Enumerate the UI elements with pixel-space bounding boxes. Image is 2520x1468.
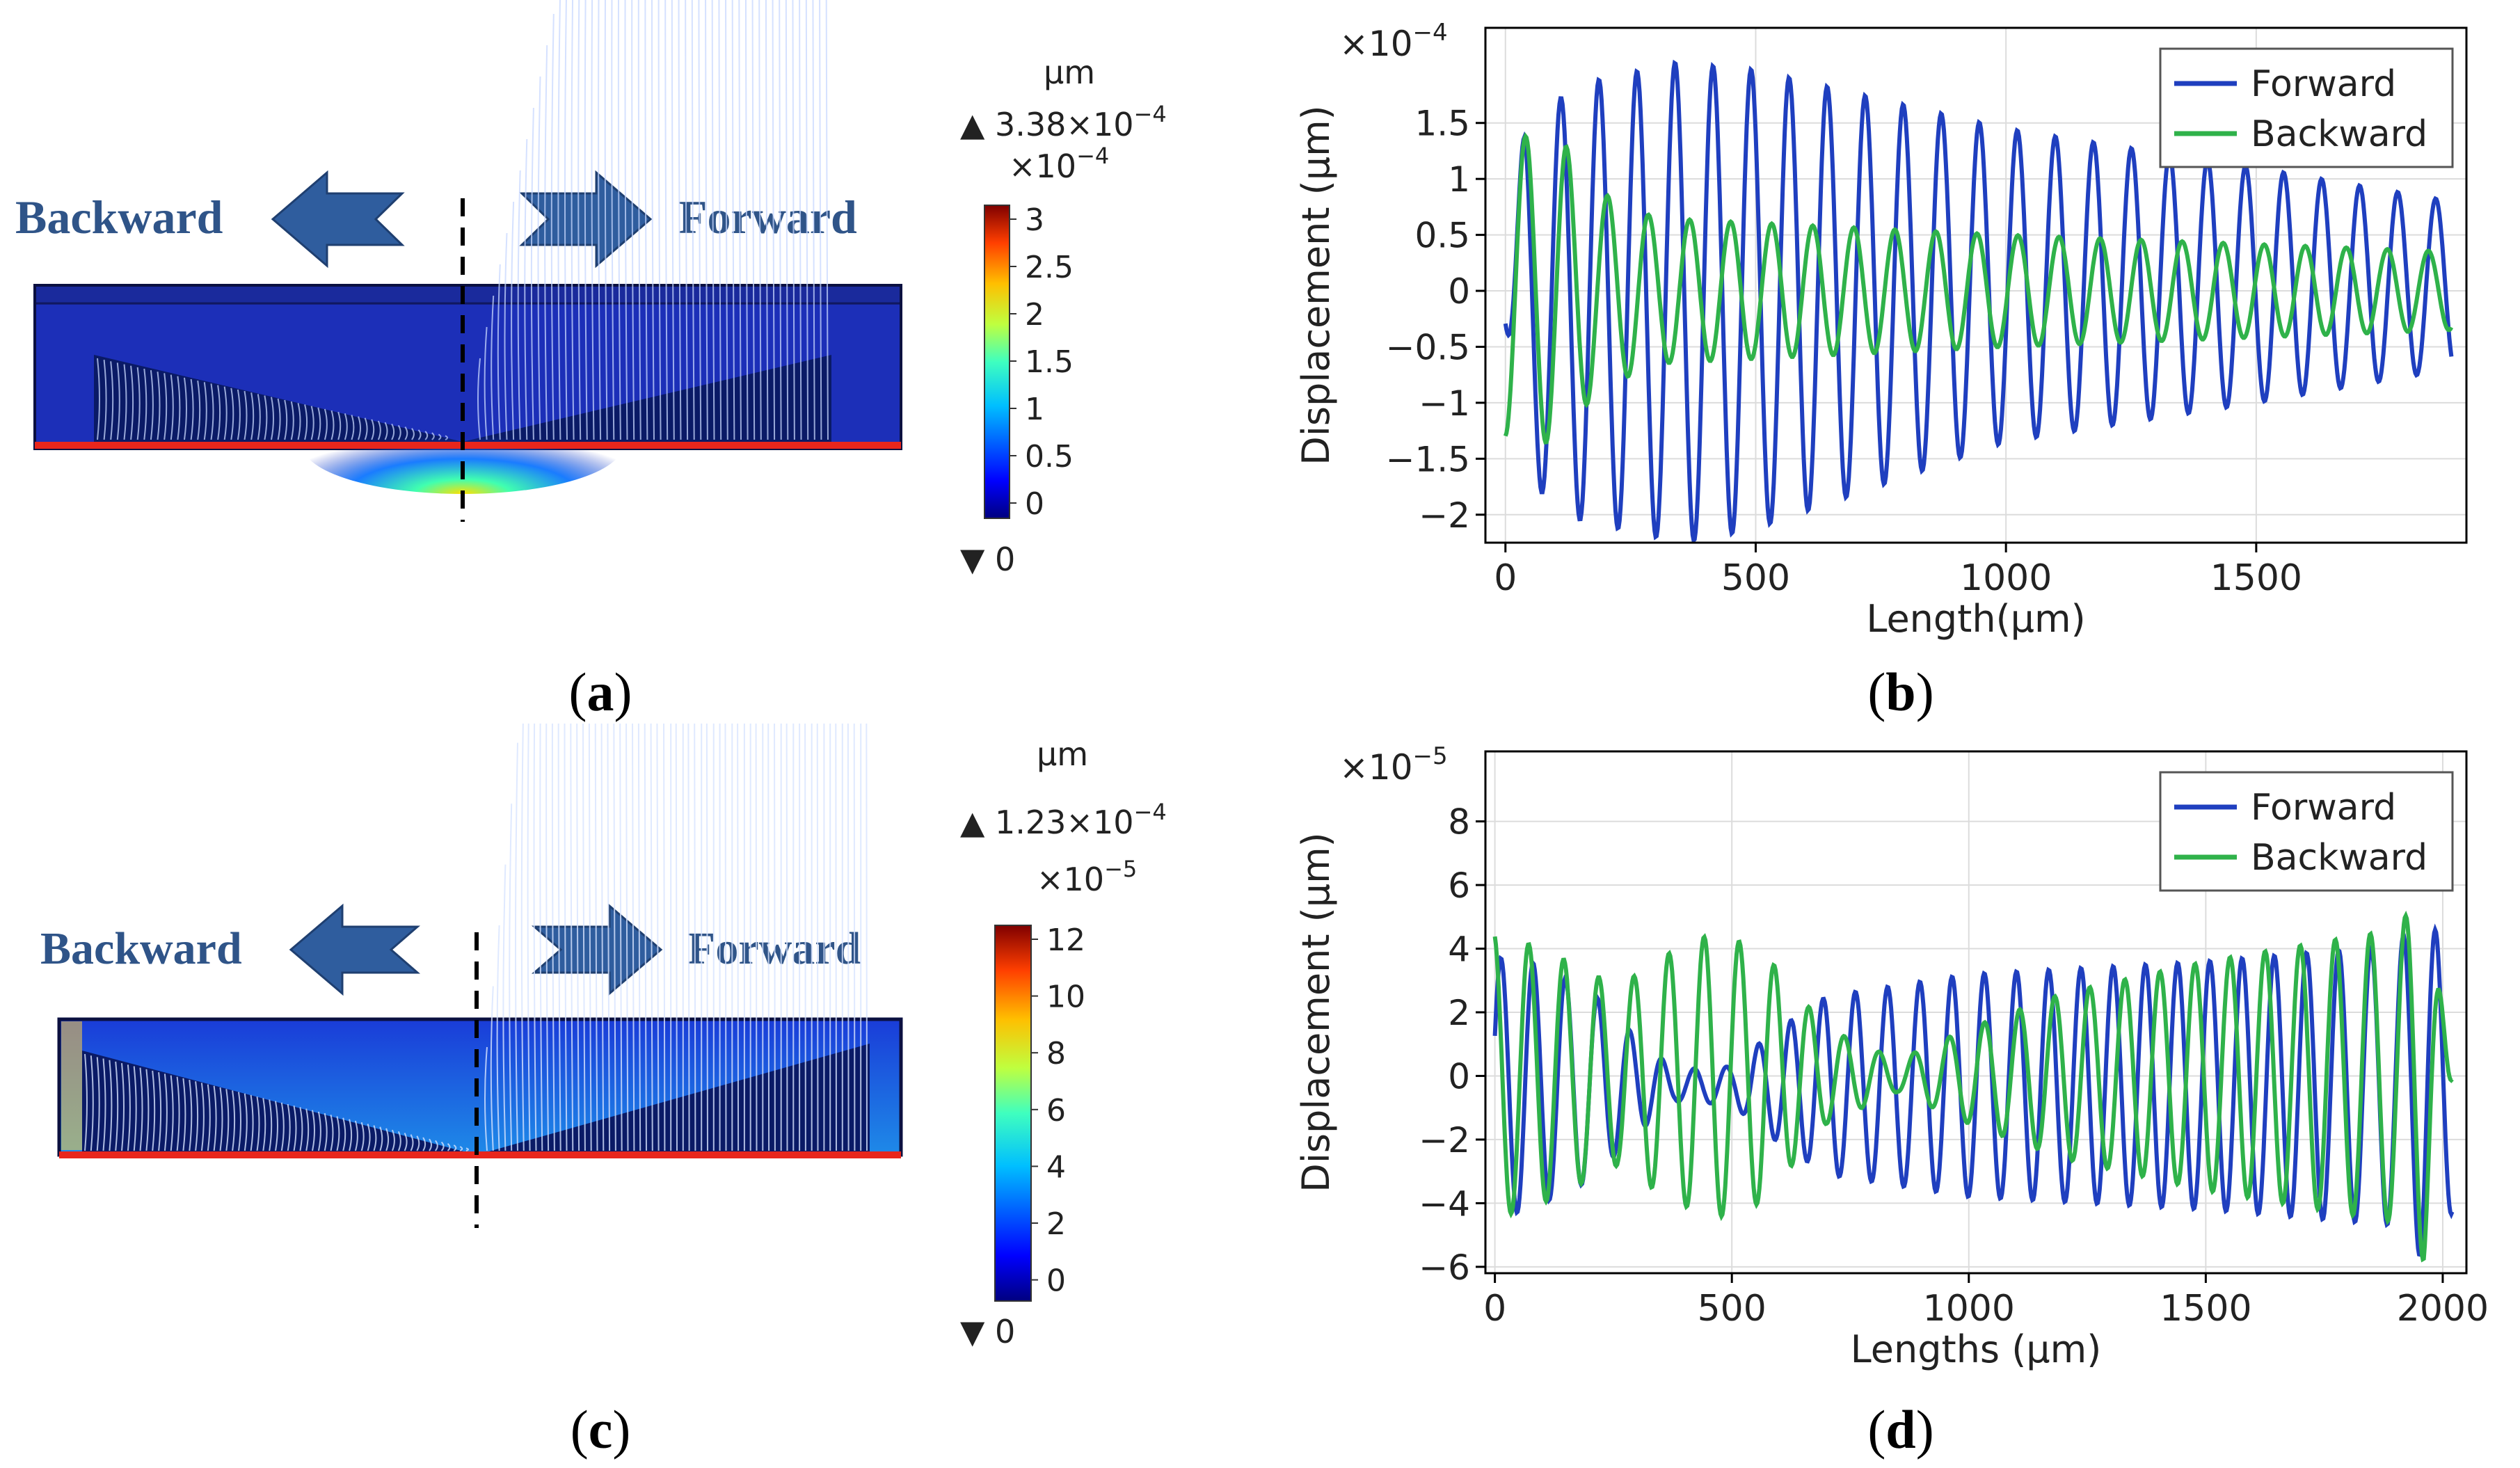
subfigure-label-a: (a) <box>568 662 632 722</box>
panel-a-figure: Backward Forward µm ▲ 3.38×10−4 <box>15 0 1167 578</box>
y-tick-label: −0.5 <box>1386 327 1470 367</box>
y-axis-label: Displacement (µm) <box>1294 832 1338 1192</box>
colorbar-tick-label: 2 <box>1046 1206 1066 1242</box>
backward-label: Backward <box>40 923 242 974</box>
colorbar-tick-label: 8 <box>1046 1036 1066 1071</box>
x-tick-label: 1500 <box>2210 557 2302 599</box>
y-tick-label: −1.5 <box>1386 439 1470 479</box>
y-tick-label: −6 <box>1419 1247 1470 1288</box>
legend-entry: Backward <box>2251 837 2427 879</box>
x-tick-label: 0 <box>1494 557 1517 599</box>
colorbar-min: ▼ 0 <box>960 541 1015 578</box>
colorbar-tick-label: 1 <box>1025 392 1044 427</box>
colorbar-unit: µm <box>1037 735 1088 773</box>
y-tick-label: 1.5 <box>1414 104 1470 144</box>
chart-b: 0 500 1000 1500 −2 −1.5 −1 −0.5 0 0.5 1 1.5 Length(µ… <box>1294 19 2468 641</box>
colorbar-tick-label: 2 <box>1025 297 1044 333</box>
simulation-field-a <box>33 0 902 494</box>
colorbar-tick-label: 10 <box>1046 980 1085 1015</box>
x-tick-label: 2000 <box>2397 1288 2489 1330</box>
panel-d: 0 500 1000 1500 2000 −6 −4 −2 0 2 4 6 8 Lengths (µm) D… <box>1245 724 2520 1391</box>
backward-arrow-icon <box>289 903 421 996</box>
backward-label: Backward <box>15 191 223 244</box>
x-tick-label: 1000 <box>1923 1288 2015 1330</box>
colorbar-tick-label: 3 <box>1025 202 1044 238</box>
colorbar-max: ▲ 3.38×10−4 <box>960 101 1167 143</box>
panel-c-figure: Backward Forward µm ▲ 1.23×10−4 ×10−5 12… <box>40 0 1167 1350</box>
y-tick-label: −1 <box>1419 383 1470 424</box>
colorbar-tick-label: 0.5 <box>1025 439 1074 474</box>
y-tick-label: 4 <box>1448 930 1470 970</box>
forward-arrow-icon <box>519 170 653 269</box>
x-tick-label: 1000 <box>1960 557 2052 599</box>
y-tick-label: 0.5 <box>1414 216 1470 256</box>
y-tick-label: 6 <box>1448 865 1470 906</box>
legend-entry: Backward <box>2251 113 2427 155</box>
colorbar-max: ▲ 1.23×10−4 <box>960 799 1167 841</box>
colorbar-scale: ×10−5 <box>1037 856 1137 898</box>
x-tick-label: 500 <box>1721 557 1790 599</box>
series-line-backward <box>1503 132 2454 445</box>
colorbar-min: ▼ 0 <box>960 1313 1015 1350</box>
backward-arrow-icon <box>271 170 405 269</box>
plot-frame <box>1484 26 2468 544</box>
x-axis-label: Length(µm) <box>1866 597 2085 641</box>
colorbar-tick-label: 12 <box>1046 923 1085 958</box>
colorbar-tick-label: 6 <box>1046 1093 1066 1128</box>
colorbar-tick-label: 0 <box>1025 486 1044 522</box>
colorbar-unit: µm <box>1044 54 1095 91</box>
legend-entry: Forward <box>2251 787 2396 829</box>
y-multiplier: ×10−5 <box>1339 742 1448 788</box>
y-tick-label: 1 <box>1448 159 1470 200</box>
series-line-backward <box>1492 910 2454 1263</box>
x-tick-label: 0 <box>1483 1288 1506 1330</box>
forward-label: Forward <box>678 191 857 244</box>
colorbar-scale: ×10−4 <box>1009 143 1109 185</box>
y-tick-label: 8 <box>1448 802 1470 843</box>
subfigure-label-c: (c) <box>570 1399 631 1460</box>
y-tick-label: −2 <box>1419 1120 1470 1160</box>
x-tick-label: 1500 <box>2160 1288 2251 1330</box>
x-tick-label: 500 <box>1698 1288 1767 1330</box>
y-axis-label: Displacement (µm) <box>1294 105 1338 465</box>
y-tick-label: −4 <box>1419 1183 1470 1224</box>
series-line-forward <box>1492 923 2455 1257</box>
legend: Forward Backward <box>2159 771 2454 892</box>
colorbar-tick-label: 0 <box>1046 1263 1066 1299</box>
legend: Forward Backward <box>2159 47 2454 168</box>
panel-c: Backward Forward µm ▲ 1.23×10−4 ×10−5 12… <box>0 0 1225 1350</box>
y-tick-label: 0 <box>1448 271 1470 312</box>
y-multiplier: ×10−4 <box>1339 19 1448 64</box>
colorbar-tick-label: 2.5 <box>1025 250 1074 285</box>
colorbar-tick-label: 4 <box>1046 1149 1066 1185</box>
panel-a: Backward Forward µm ▲ 3.38×10−4 <box>0 0 1225 626</box>
chart-d: 0 500 1000 1500 2000 −6 −4 −2 0 2 4 6 8 Lengths (µm) D… <box>1294 742 2489 1371</box>
colorbar-tick-label: 1.5 <box>1025 344 1074 380</box>
subfigure-label-d: (d) <box>1867 1399 1934 1460</box>
colorbar-c: µm ▲ 1.23×10−4 ×10−5 12 10 8 6 4 2 0 ▼ 0 <box>960 735 1167 1350</box>
colorbar-a: µm ▲ 3.38×10−4 ×10−4 3 2.5 2 1.5 1 0.5 0 ▼ 0 <box>960 54 1167 578</box>
y-tick-label: −2 <box>1419 495 1470 536</box>
panel-b: 0 500 1000 1500 −2 −1.5 −1 −0.5 0 0.5 1 1.5 Length(µ… <box>1245 0 2520 661</box>
y-tick-label: 0 <box>1448 1056 1470 1096</box>
x-axis-label: Lengths (µm) <box>1851 1327 2102 1371</box>
subfigure-label-b: (b) <box>1867 662 1934 722</box>
y-tick-label: 2 <box>1448 993 1470 1033</box>
legend-entry: Forward <box>2251 63 2396 105</box>
